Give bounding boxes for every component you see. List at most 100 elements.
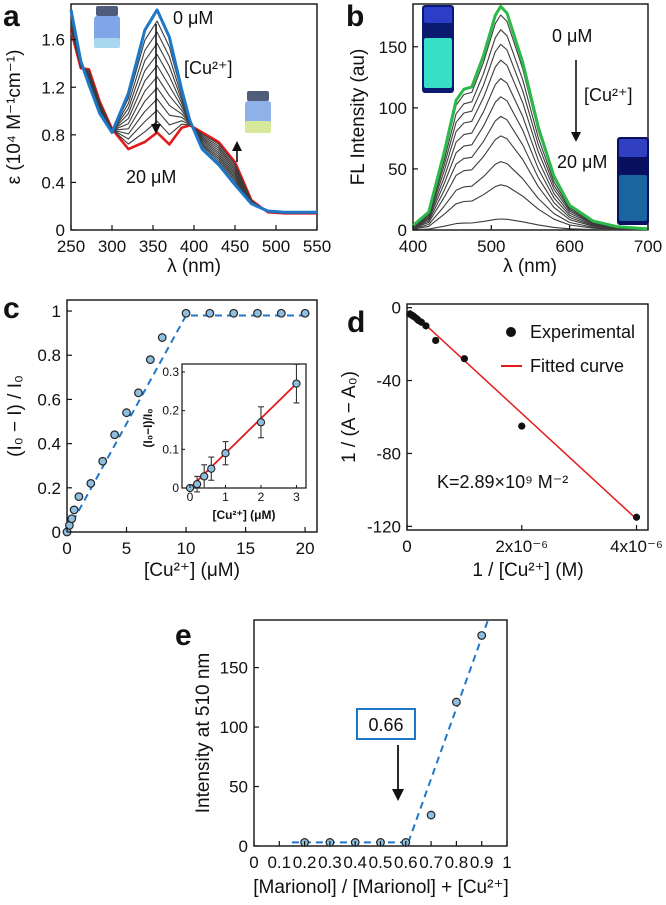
panel-a-xtick-label: 250 [57, 237, 85, 256]
panel-a-arrow-up-head [232, 141, 242, 151]
panel-a: a 250 300 350 400 450 500 550 0 0.4 0.8 1.2 1.6 0 μ… [3, 0, 331, 277]
panel-a-ytick-label: 0.8 [41, 126, 65, 145]
panel-e-xlabel: [Marionol] / [Marionol] + [Cu²⁺] [253, 877, 509, 898]
panel-c-inset-point [192, 479, 202, 489]
panel-c-inset-ytick-label: 0.1 [162, 442, 179, 456]
panel-b-curve-mid [412, 59, 649, 230]
vial-a-green-icon [245, 91, 271, 133]
panel-c-ytick-label: 0.2 [37, 479, 61, 498]
panel-d-ytick-label: -120 [367, 517, 401, 536]
panel-d: d 0 2x10⁻⁶ 4x10⁻⁶0-40-80-120 Experimental … [339, 299, 663, 581]
panel-c-inset-xtick-label: 3 [293, 490, 300, 504]
panel-a-xtick-label: 500 [262, 237, 290, 256]
panel-a-xtick-label: 350 [139, 237, 167, 256]
panel-c-point [145, 355, 155, 365]
panel-c-xtick-label: 5 [122, 539, 131, 558]
panel-d-fit-line [409, 309, 638, 520]
vial-b-bright-icon [422, 5, 454, 93]
panel-b-ylabel: FL Intensity (au) [348, 49, 369, 186]
panel-b-curve-mid [412, 29, 649, 230]
panel-c-ytick-label: 0.6 [37, 390, 61, 409]
panel-d-xlabel: 1 / [Cu²⁺] (M) [472, 560, 583, 581]
panel-a-ylabel: ε (10⁴ M⁻¹cm⁻¹) [4, 50, 25, 185]
panel-c-inset-point [292, 379, 301, 388]
panel-b-arrow-head [571, 132, 581, 142]
panel-b-xlabel: λ (nm) [503, 256, 557, 277]
panel-a-xtick-label: 300 [98, 237, 126, 256]
panel-e: e 0 0.1 0.2 0.3 0.4 0.5 0.6 0.7 0.8 0.9 1 0 50 100 150… [175, 619, 512, 898]
panel-c-ytick-label: 1 [52, 302, 61, 321]
panel-d-ylabel: 1 / (A − A₀) [339, 371, 360, 463]
panel-a-ytick-label: 1.2 [41, 78, 65, 97]
panel-b: b 400 500 600 700 0 50 100 150 0 μM [Cu²⁺] 20 μ… [346, 0, 662, 277]
panel-b-xtick-label: 600 [555, 237, 583, 256]
panel-a-xtick-label: 450 [221, 237, 249, 256]
panel-e-fit-line-rise [407, 619, 489, 843]
panel-c-inset-point [207, 464, 216, 473]
panel-e-ytick-label: 100 [220, 718, 248, 737]
panel-a-curve-start [69, 8, 317, 214]
panel-e-label: e [175, 619, 192, 652]
panel-c-inset-frame [181, 363, 307, 489]
panel-e-plot [291, 619, 489, 847]
panel-c-inset-ylabel: (I₀−I)/I₀ [141, 408, 155, 447]
panel-a-xtick-label: 550 [303, 237, 331, 256]
panel-c-ytick-label: 0 [52, 523, 61, 542]
panel-d-frame [406, 303, 649, 531]
panel-c-plot [62, 308, 311, 537]
panel-c-inset-ytick-label: 0 [172, 481, 179, 495]
panel-c-inset-ytick-label: 0.2 [162, 404, 179, 418]
panel-d-plot [406, 309, 641, 521]
panel-b-ytick-label: 50 [388, 160, 407, 179]
panel-b-annot-titrant: [Cu²⁺] [584, 85, 633, 105]
panel-c-ytick-label: 0.4 [37, 435, 61, 454]
panel-d-point [432, 336, 440, 345]
panel-a-ytick-label: 0.4 [41, 173, 65, 192]
panel-d-xtick-label: 4x10⁻⁶ [610, 537, 663, 556]
panel-e-ytick-label: 0 [239, 837, 248, 856]
panel-c-label: c [3, 292, 20, 325]
panel-b-curves [412, 4, 649, 231]
panel-c-point [229, 308, 239, 318]
panel-a-ytick-label: 1.6 [41, 31, 65, 50]
panel-c-point [253, 308, 262, 318]
panel-e-xtick-label: 0.3 [318, 853, 342, 872]
panel-e-xtick-label: 0.7 [419, 853, 443, 872]
panel-c-xtick-label: 10 [177, 539, 196, 558]
panel-a-label: a [3, 0, 20, 33]
panel-a-ticks: 250 300 350 400 450 500 550 0 0.4 0.8 1.2 1.6 [41, 31, 331, 256]
panel-d-legend-fitted: Fitted curve [530, 356, 624, 376]
panel-e-point [426, 810, 436, 820]
panel-c-ytick-label: 0.8 [37, 346, 61, 365]
panel-c-ylabel: (I₀ − I) / I₀ [5, 375, 26, 457]
panel-c-inset-point [200, 472, 209, 481]
panel-b-curve-mid [412, 115, 649, 230]
panel-d-point [422, 322, 430, 330]
panel-a-ytick-label: 0 [56, 221, 65, 240]
panel-c-inset-xtick-label: 1 [222, 490, 229, 504]
panel-c-inset-ytick-label: 0.3 [162, 365, 179, 379]
panel-b-xtick-label: 700 [634, 237, 662, 256]
panel-c-point [300, 308, 310, 318]
panel-d-point [632, 513, 641, 521]
panel-b-ytick-label: 150 [379, 38, 407, 57]
panel-b-curve-mid [412, 135, 649, 231]
panel-c-point [122, 408, 131, 418]
panel-c-frame [66, 299, 318, 533]
panel-a-curves [69, 8, 317, 215]
panel-c-inset-xtick-label: 0 [187, 490, 194, 504]
panel-c-inset-xlabel: [Cu²⁺] (μM) [213, 508, 276, 522]
panel-d-ticks: 0 2x10⁻⁶ 4x10⁻⁶ 0 -40 -80 -120 [367, 299, 663, 556]
panel-b-curve-mid [412, 77, 649, 230]
panel-e-xtick-label: 0.4 [343, 853, 367, 872]
panel-e-xtick-label: 0.6 [394, 853, 418, 872]
panel-e-point [452, 697, 461, 707]
panel-c-point [67, 514, 77, 524]
panel-d-point [518, 422, 526, 430]
panel-a-curve-mid [70, 18, 317, 214]
panel-a-curve-mid [70, 26, 317, 214]
panel-c-point [181, 308, 191, 318]
